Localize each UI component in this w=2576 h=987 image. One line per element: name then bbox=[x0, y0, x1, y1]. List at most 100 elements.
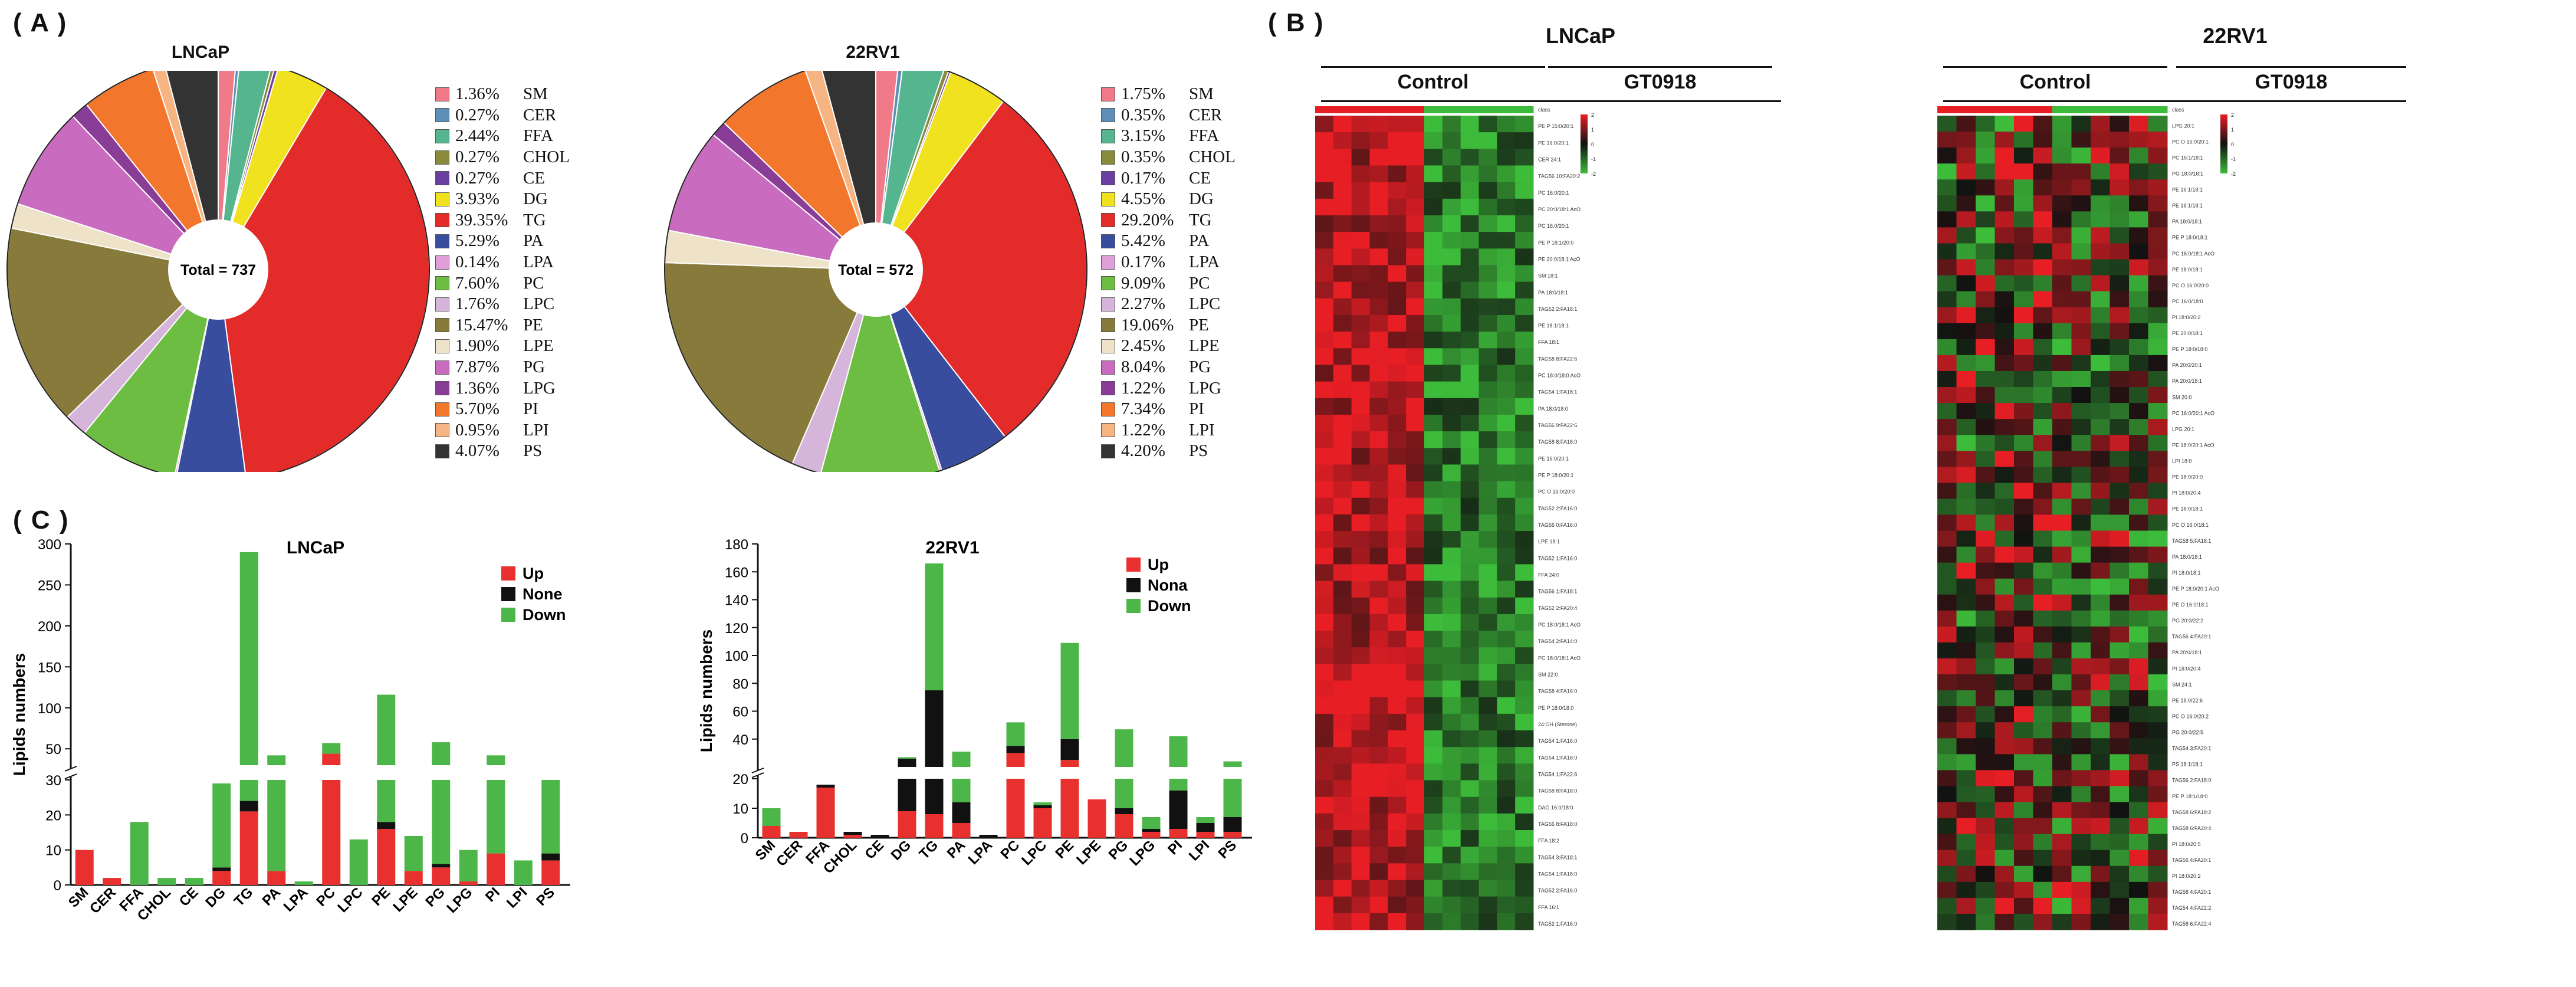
heatmap-cell bbox=[2148, 658, 2168, 675]
heatmap-cell bbox=[2129, 881, 2148, 899]
legend-swatch bbox=[1101, 255, 1115, 270]
heatmap-cell bbox=[1460, 581, 1479, 598]
heatmap-cell bbox=[1388, 680, 1407, 698]
bar-dg-down-upper bbox=[898, 757, 916, 759]
heatmap-cell bbox=[1442, 365, 1461, 382]
heatmap-cell bbox=[1460, 215, 1479, 232]
y-tick-label: 250 bbox=[38, 578, 61, 593]
heatmap-cell bbox=[1442, 896, 1461, 914]
heatmap-cell bbox=[1956, 291, 1976, 308]
heatmap-cell bbox=[1369, 365, 1388, 382]
heatmap-cell bbox=[1369, 614, 1388, 631]
heatmap-cell bbox=[1315, 514, 1334, 532]
heatmap-cell bbox=[1424, 847, 1443, 864]
heatmap-cell bbox=[1315, 414, 1334, 432]
heatmap-cell bbox=[1424, 780, 1443, 798]
heatmap-cell bbox=[2110, 435, 2130, 451]
bar-pg-down bbox=[432, 780, 451, 864]
heatmap-cell bbox=[1406, 730, 1425, 747]
heatmap-cell bbox=[2033, 403, 2053, 419]
heatmap-cell bbox=[1424, 398, 1443, 415]
heatmap-cell bbox=[1351, 365, 1370, 382]
heatmap-cell bbox=[1956, 163, 1976, 180]
heatmap-cell bbox=[1351, 464, 1370, 482]
heatmap-cell bbox=[2148, 546, 2168, 563]
heatmap-cell bbox=[2110, 674, 2130, 691]
x-tick-label: CE bbox=[862, 837, 888, 863]
pie-slice-pa bbox=[176, 269, 246, 472]
bar-sm-down bbox=[762, 808, 781, 826]
heatmap-row-label: PE P 18:0/18:1 bbox=[2172, 235, 2207, 241]
heatmap-cell bbox=[2148, 179, 2168, 196]
heatmap-cell bbox=[2110, 483, 2130, 499]
heatmap-cell bbox=[1424, 215, 1443, 232]
heatmap-cell bbox=[1478, 581, 1497, 598]
heatmap-row-label: PC 18:0/18:0 AcO bbox=[1538, 373, 1581, 379]
heatmap-cell bbox=[2091, 802, 2110, 819]
legend-swatch bbox=[1101, 87, 1115, 101]
legend-label: TG bbox=[523, 210, 546, 229]
heatmap-cell bbox=[2148, 435, 2168, 451]
heatmap-cell bbox=[2129, 307, 2148, 324]
pie-slice-ps bbox=[165, 71, 219, 270]
heatmap-cell bbox=[2129, 291, 2148, 308]
heatmap-cell bbox=[2014, 451, 2033, 467]
heatmap-cell bbox=[2052, 499, 2072, 515]
heatmap-cell bbox=[2148, 307, 2168, 324]
heatmap-row-label: LPI 18:0 bbox=[2172, 458, 2192, 464]
legend-swatch bbox=[435, 297, 449, 311]
heatmap-row-label: TAG54 1:FA16:0 bbox=[1538, 738, 1577, 744]
heatmap-cell bbox=[1460, 232, 1479, 249]
heatmap-cell bbox=[1424, 531, 1443, 548]
heatmap-cell bbox=[1995, 626, 2015, 643]
heatmap-cell bbox=[1497, 647, 1516, 664]
heatmap-cell bbox=[1497, 780, 1516, 798]
heatmap-cell bbox=[2091, 195, 2110, 212]
legend-percent: 3.93% bbox=[455, 189, 500, 209]
y-tick-label: 60 bbox=[732, 704, 748, 720]
heatmap-cell bbox=[2071, 355, 2091, 372]
heatmap-cell bbox=[1976, 179, 1995, 196]
x-tick-label: PC bbox=[313, 884, 339, 910]
legend-item-lpa: 0.17% LPA bbox=[1101, 252, 1236, 273]
x-tick-label: PI bbox=[1165, 837, 1185, 858]
heatmap-row-label: TAG56 1:FA18:1 bbox=[1538, 589, 1577, 595]
bar-title: LNCaP bbox=[287, 538, 344, 558]
heatmap-cell bbox=[1976, 897, 1995, 914]
bar-pi-down-upper bbox=[1169, 736, 1188, 767]
heatmap-cell bbox=[1315, 381, 1334, 399]
legend-percent: 1.22% bbox=[1121, 378, 1165, 398]
heatmap-cell bbox=[2071, 116, 2091, 132]
heatmap-cell bbox=[2129, 674, 2148, 691]
heatmap-cell bbox=[2033, 738, 2053, 755]
heatmap-cell bbox=[1937, 435, 1957, 451]
heatmap-cell bbox=[1497, 281, 1516, 299]
heatmap-cell bbox=[1995, 467, 2015, 483]
heatmap-cell bbox=[1478, 614, 1497, 631]
heatmap-cell bbox=[1956, 610, 1976, 627]
heatmap-cell bbox=[2091, 562, 2110, 579]
heatmap-cell bbox=[1406, 680, 1425, 698]
heatmap-cell bbox=[1351, 564, 1370, 582]
legend-label: SM bbox=[523, 84, 548, 104]
legend-swatch bbox=[435, 255, 449, 270]
heatmap-cell bbox=[2148, 881, 2168, 899]
heatmap-22rv1-title: 22RV1 bbox=[2203, 24, 2268, 48]
heatmap-cell bbox=[1956, 690, 1976, 707]
heatmap-cell bbox=[2052, 291, 2072, 308]
heatmap-cell bbox=[2110, 690, 2130, 707]
heatmap-cell bbox=[1976, 403, 1995, 419]
heatmap-cell bbox=[2129, 626, 2148, 643]
heatmap-cell bbox=[1333, 431, 1352, 448]
heatmap-cell bbox=[2033, 291, 2053, 308]
legend-swatch bbox=[435, 192, 449, 206]
x-tick-label: DG bbox=[202, 884, 229, 911]
heatmap-cell bbox=[1515, 132, 1534, 149]
x-tick-label: CE bbox=[176, 884, 202, 910]
heatmap-row-label: TAG58 6:FA22:4 bbox=[2172, 921, 2211, 927]
heatmap-cell bbox=[1315, 431, 1334, 448]
heatmap-cell bbox=[1937, 163, 1957, 180]
heatmap-cell bbox=[2148, 722, 2168, 739]
heatmap-scale-label: 0 bbox=[1591, 142, 1594, 147]
y-tick-label: 120 bbox=[725, 621, 748, 637]
